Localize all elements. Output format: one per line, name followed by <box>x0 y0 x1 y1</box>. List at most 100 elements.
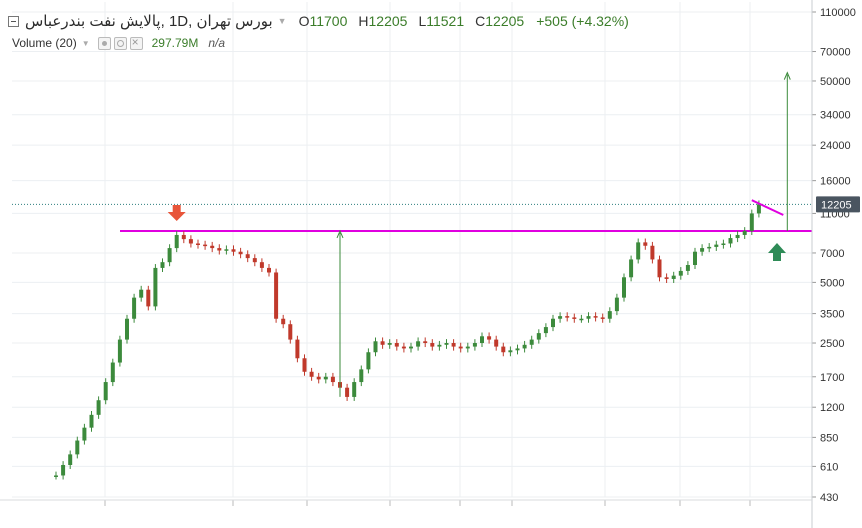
candle-body <box>387 343 392 345</box>
candle <box>678 267 683 280</box>
candle-body <box>451 343 456 347</box>
candle-body <box>643 242 648 246</box>
price-tick-label: 7000 <box>820 248 844 260</box>
candle-body <box>437 344 442 347</box>
candle <box>132 293 137 323</box>
open-value: O11700 <box>298 13 348 29</box>
candle <box>593 312 598 322</box>
candle <box>671 271 676 283</box>
candle-body <box>103 382 108 401</box>
candle-body <box>494 339 499 347</box>
gear-icon[interactable] <box>113 36 127 50</box>
candle-body <box>579 318 584 321</box>
candle-body <box>267 267 271 273</box>
candle-body <box>96 400 101 415</box>
volume-chevron-icon[interactable]: ▼ <box>81 38 90 48</box>
candle-body <box>565 316 570 318</box>
candle <box>117 335 122 367</box>
candle <box>650 241 655 264</box>
candle <box>614 293 619 316</box>
candle-body <box>330 376 335 383</box>
candle-body <box>487 336 492 340</box>
candle <box>636 238 641 264</box>
candle <box>401 342 406 353</box>
candle-body <box>309 371 314 377</box>
pennant-line <box>751 199 784 216</box>
candle <box>565 312 570 322</box>
candle <box>238 247 243 259</box>
candle-body <box>366 352 371 370</box>
candle-body <box>125 318 129 340</box>
price-tick-label: 3500 <box>820 309 844 321</box>
candle <box>252 254 257 267</box>
price-change: +505 (+4.32%) <box>536 13 629 29</box>
candle-body <box>614 297 619 312</box>
candle-body <box>380 341 385 345</box>
candle <box>629 255 634 282</box>
chart-annotations <box>167 71 791 397</box>
candle-body <box>146 289 151 307</box>
candle <box>295 335 300 363</box>
candle-body <box>401 346 406 349</box>
candle <box>366 348 371 374</box>
candle <box>685 261 690 275</box>
candle-body <box>416 341 421 347</box>
candle-body <box>756 204 761 214</box>
candle <box>359 365 364 387</box>
chevron-down-icon[interactable]: ▼ <box>277 16 287 26</box>
candle-body <box>508 350 513 353</box>
candle-body <box>522 344 527 349</box>
candle <box>721 239 726 249</box>
candle-body <box>359 369 364 383</box>
candle-body <box>622 277 626 298</box>
candle <box>487 332 492 344</box>
candle-body <box>629 259 634 278</box>
candle <box>543 323 548 338</box>
candle-body <box>430 343 435 347</box>
candle <box>664 273 669 283</box>
candlestick-series <box>54 200 761 480</box>
candle <box>89 410 94 432</box>
candle <box>409 342 413 353</box>
target-arrow <box>783 71 791 231</box>
candle-body <box>259 262 264 268</box>
candle <box>558 312 563 323</box>
price-badge-label: 12205 <box>821 199 852 211</box>
candle <box>416 337 421 351</box>
candle-body <box>181 234 186 240</box>
symbol-title[interactable]: بورس تهران ,1D ,پالایش نفت بندرعباس <box>25 13 273 30</box>
candle-body <box>274 272 279 319</box>
candle-body <box>188 239 193 244</box>
candle <box>607 307 612 323</box>
price-tick-label: 34000 <box>820 110 851 122</box>
candle <box>735 231 740 243</box>
candle <box>515 344 520 355</box>
candle-body <box>132 297 137 319</box>
candle-body <box>409 346 413 349</box>
price-tick-label: 50000 <box>820 76 851 88</box>
time-axis[interactable] <box>0 499 812 506</box>
candle <box>536 329 541 344</box>
candle-body <box>749 213 754 231</box>
price-tick-label: 1200 <box>820 402 844 414</box>
candle-body <box>480 336 484 344</box>
candle-body <box>160 262 165 268</box>
volume-label[interactable]: Volume (20) <box>12 36 77 50</box>
candle <box>394 339 399 351</box>
low-value: L11521 <box>418 13 465 29</box>
candle <box>125 314 129 344</box>
candle-body <box>61 464 66 476</box>
candle-body <box>501 346 506 353</box>
candle-body <box>245 254 250 259</box>
price-tick-label: 2500 <box>820 338 844 350</box>
candle-body <box>636 242 641 260</box>
candle-body <box>650 245 655 260</box>
eye-icon[interactable] <box>97 36 111 50</box>
candle-body <box>472 343 477 347</box>
close-icon[interactable] <box>129 35 143 50</box>
collapse-icon[interactable] <box>8 15 19 27</box>
price-tick-label: 5000 <box>820 277 844 289</box>
price-axis[interactable]: 1100007000050000340002400016000110007000… <box>811 0 860 528</box>
candle <box>68 450 73 470</box>
